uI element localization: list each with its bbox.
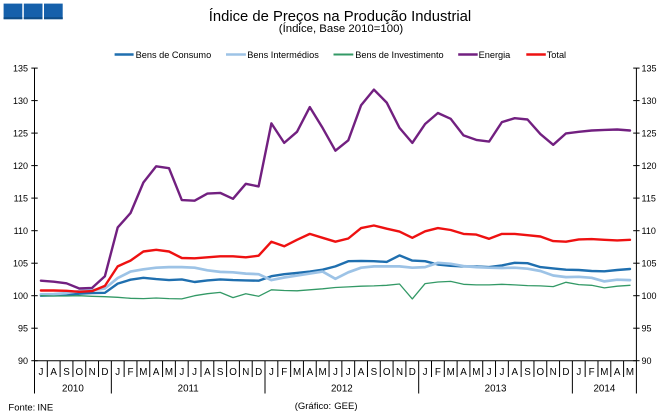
svg-text:90: 90 [642,356,652,366]
svg-text:D: D [409,367,416,378]
svg-text:D: D [101,367,108,378]
svg-text:S: S [524,367,531,378]
svg-text:110: 110 [14,226,28,236]
svg-text:J: J [269,367,274,378]
svg-text:(Gráfico:: (Gráfico: [295,401,331,412]
svg-text:2013: 2013 [485,384,507,395]
svg-text:N: N [242,367,249,378]
svg-text:2011: 2011 [178,384,199,395]
svg-text:O: O [383,367,391,378]
svg-text:A: A [204,367,211,378]
svg-text:90: 90 [18,356,28,366]
svg-text:GEE): GEE) [334,401,357,412]
svg-text:A: A [614,367,621,378]
svg-text:M: M [447,367,455,378]
svg-text:F: F [281,367,287,378]
svg-text:N: N [89,367,96,378]
svg-text:Fonte:: Fonte: [8,403,35,414]
svg-text:M: M [472,367,480,378]
svg-text:J: J [179,367,184,378]
svg-text:M: M [293,367,301,378]
svg-text:A: A [50,367,57,378]
svg-text:A: A [511,367,518,378]
svg-text:125: 125 [13,128,28,138]
svg-text:135: 135 [642,63,657,73]
svg-text:130: 130 [642,96,657,106]
svg-text:F: F [589,367,595,378]
svg-text:O: O [537,367,545,378]
svg-text:2012: 2012 [331,384,353,395]
svg-text:Energia: Energia [479,50,512,60]
svg-text:S: S [217,367,224,378]
svg-text:95: 95 [18,323,28,333]
svg-text:A: A [358,367,365,378]
svg-text:120: 120 [13,161,28,171]
svg-text:110: 110 [642,226,656,236]
svg-text:INE: INE [37,403,53,414]
svg-text:J: J [423,367,428,378]
svg-text:M: M [165,367,173,378]
svg-text:D: D [255,367,262,378]
svg-text:F: F [435,367,441,378]
svg-text:J: J [115,367,120,378]
svg-text:M: M [600,367,608,378]
svg-text:Total: Total [547,50,566,60]
svg-text:F: F [128,367,134,378]
svg-text:2014: 2014 [593,384,615,395]
svg-text:D: D [562,367,569,378]
svg-text:J: J [487,367,492,378]
svg-text:100: 100 [13,291,28,301]
svg-text:120: 120 [642,161,657,171]
svg-text:O: O [76,367,84,378]
svg-text:115: 115 [642,193,656,203]
svg-text:Bens de Investimento: Bens de Investimento [355,50,443,60]
svg-text:135: 135 [13,63,28,73]
svg-text:J: J [346,367,351,378]
svg-text:N: N [396,367,403,378]
svg-text:(Índice, Base 2010=100): (Índice, Base 2010=100) [279,22,404,35]
svg-text:J: J [576,367,581,378]
svg-text:J: J [333,367,338,378]
svg-text:N: N [550,367,557,378]
svg-text:2010: 2010 [62,384,84,395]
svg-text:J: J [499,367,504,378]
svg-text:S: S [371,367,378,378]
svg-text:Índice de Preços na Produção I: Índice de Preços na Produção Industrial [209,8,471,25]
svg-text:J: J [192,367,197,378]
svg-text:A: A [307,367,314,378]
svg-text:M: M [626,367,634,378]
svg-text:100: 100 [642,291,657,301]
svg-text:O: O [229,367,237,378]
svg-text:M: M [139,367,147,378]
svg-text:115: 115 [14,193,28,203]
svg-text:Bens Intermédios: Bens Intermédios [247,50,319,60]
svg-text:95: 95 [642,323,652,333]
svg-text:Bens de Consumo: Bens de Consumo [136,50,212,60]
svg-text:M: M [319,367,327,378]
svg-text:105: 105 [13,258,28,268]
svg-text:A: A [153,367,160,378]
svg-text:130: 130 [13,96,28,106]
svg-text:125: 125 [642,128,657,138]
svg-text:105: 105 [642,258,657,268]
svg-text:A: A [460,367,467,378]
svg-text:J: J [38,367,43,378]
svg-text:S: S [63,367,70,378]
